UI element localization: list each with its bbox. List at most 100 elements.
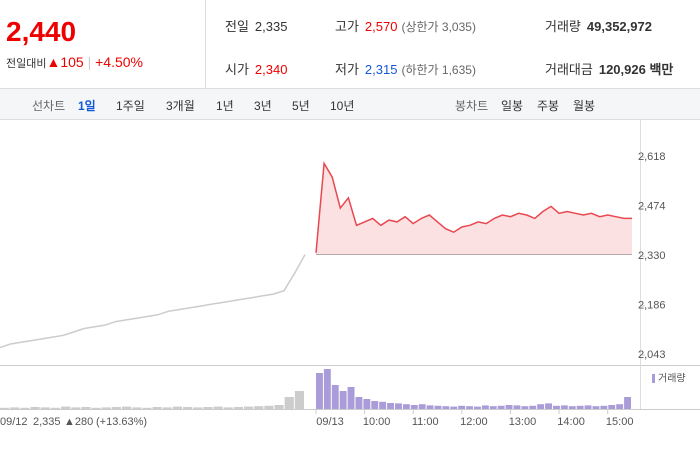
volume-bar xyxy=(458,405,466,409)
price-line xyxy=(0,254,306,349)
volume-bar xyxy=(505,405,513,409)
volume-bar xyxy=(122,406,132,409)
stat: 전일 2,335 xyxy=(225,16,287,35)
volume-bar xyxy=(450,406,458,409)
volume-bar xyxy=(402,404,410,409)
volume-bar xyxy=(355,397,363,409)
price: 2,440 xyxy=(6,16,77,47)
tab[interactable]: 월봉 xyxy=(573,99,596,113)
price-line xyxy=(315,161,632,253)
stat-extra: (상한가 3,035) xyxy=(401,20,476,34)
volume-bar xyxy=(537,404,545,409)
stat-value: 49,352,972 xyxy=(586,19,652,34)
x-tick-label: 11:00 xyxy=(412,416,439,428)
stat: 고가 2,570 (상한가 3,035) xyxy=(335,16,476,35)
volume-bar xyxy=(616,404,624,409)
volume-bar xyxy=(203,407,213,409)
volume-bar xyxy=(81,407,91,409)
volume-bar xyxy=(233,407,243,409)
volume-bar xyxy=(172,406,182,409)
x-tick-label: 13:00 xyxy=(509,416,537,428)
volume-bar xyxy=(576,405,584,409)
legend-swatch xyxy=(652,374,655,383)
volume-bar xyxy=(371,401,379,409)
change-rate: +4.50% xyxy=(95,54,143,70)
stat-value: 2,315 xyxy=(364,62,398,77)
change: 전일대비▲105 | +4.50% xyxy=(6,54,143,70)
tab[interactable]: 1주일 xyxy=(116,99,145,113)
volume-bar xyxy=(426,405,434,409)
y-tick-label: 2,618 xyxy=(638,151,666,163)
volume-bar xyxy=(71,407,81,409)
x-tick-label: 09/13 xyxy=(316,416,344,428)
volume-bar xyxy=(442,406,450,409)
tab[interactable]: 10년 xyxy=(330,99,355,113)
x-tick-label: 12:00 xyxy=(460,416,488,428)
volume-bar xyxy=(111,407,121,409)
volume-bar xyxy=(466,406,473,409)
volume-bar xyxy=(497,405,505,409)
x-tick-label: 15:00 xyxy=(606,416,634,428)
volume-bar xyxy=(434,405,442,409)
stat-label: 거래량 xyxy=(545,19,581,34)
volume-bar xyxy=(560,405,568,409)
prev-change: ▲280 xyxy=(64,416,93,428)
volume-bar xyxy=(0,407,10,409)
tab-group-label: 봉차트 xyxy=(455,99,489,113)
tab[interactable]: 일봉 xyxy=(501,99,524,113)
volume-bar xyxy=(521,406,529,409)
volume-bar xyxy=(244,406,254,409)
tab[interactable]: 1년 xyxy=(216,99,234,113)
prev-close: 2,335 xyxy=(33,416,61,428)
volume-bar xyxy=(20,407,30,409)
tab[interactable]: 주봉 xyxy=(537,99,560,113)
y-tick-label: 2,186 xyxy=(638,300,666,312)
volume-bar xyxy=(61,406,71,409)
stats: 전일 2,335 고가 2,570 (상한가 3,035) 거래량 49,352,972 시가… xyxy=(205,0,700,88)
volume-bar xyxy=(363,399,371,409)
volume-bar xyxy=(30,407,40,409)
volume-bar xyxy=(284,397,294,409)
stat-label: 고가 xyxy=(335,19,359,34)
volume-bar xyxy=(339,391,347,409)
stat-value: 120,926 백만 xyxy=(598,62,674,77)
tab[interactable]: 1일 xyxy=(78,99,96,113)
tab[interactable]: 5년 xyxy=(292,99,310,113)
volume-bar xyxy=(10,407,20,409)
volume-bar xyxy=(481,405,489,409)
volume-bar xyxy=(568,406,576,409)
volume-bar xyxy=(418,404,426,409)
volume-bar xyxy=(323,369,331,409)
volume-bar xyxy=(489,406,497,409)
volume-bar xyxy=(50,407,60,409)
stat-value: 2,340 xyxy=(254,62,288,77)
volume-bar xyxy=(162,407,172,409)
volume-bar xyxy=(331,385,339,409)
stat-extra: (하한가 1,635) xyxy=(401,63,476,77)
volume-bar xyxy=(347,387,355,409)
volume-bar xyxy=(274,405,284,409)
volume-bar xyxy=(624,397,631,409)
volume-bar xyxy=(379,401,387,409)
stat: 시가 2,340 xyxy=(225,59,287,78)
x-tick-label: 10:00 xyxy=(363,416,391,428)
tab-group-label: 선차트 xyxy=(32,99,66,113)
change-value: ▲105 xyxy=(46,54,84,70)
change-label: 전일대비 xyxy=(6,58,47,70)
volume-bar xyxy=(529,405,537,409)
volume-bar xyxy=(213,406,223,409)
y-tick-label: 2,330 xyxy=(638,250,666,262)
volume-bar xyxy=(264,405,274,409)
tab[interactable]: 3년 xyxy=(254,99,272,113)
volume-bar xyxy=(316,373,323,409)
volume-bar xyxy=(584,405,592,409)
volume-bar xyxy=(474,406,481,409)
volume-bar xyxy=(193,407,203,409)
volume-bar xyxy=(608,405,616,409)
volume-bar xyxy=(545,403,552,409)
stat: 거래량 49,352,972 xyxy=(545,16,652,35)
tab[interactable]: 3개월 xyxy=(166,99,195,113)
stat-label: 전일 xyxy=(225,19,249,34)
volume-bar xyxy=(142,407,152,409)
